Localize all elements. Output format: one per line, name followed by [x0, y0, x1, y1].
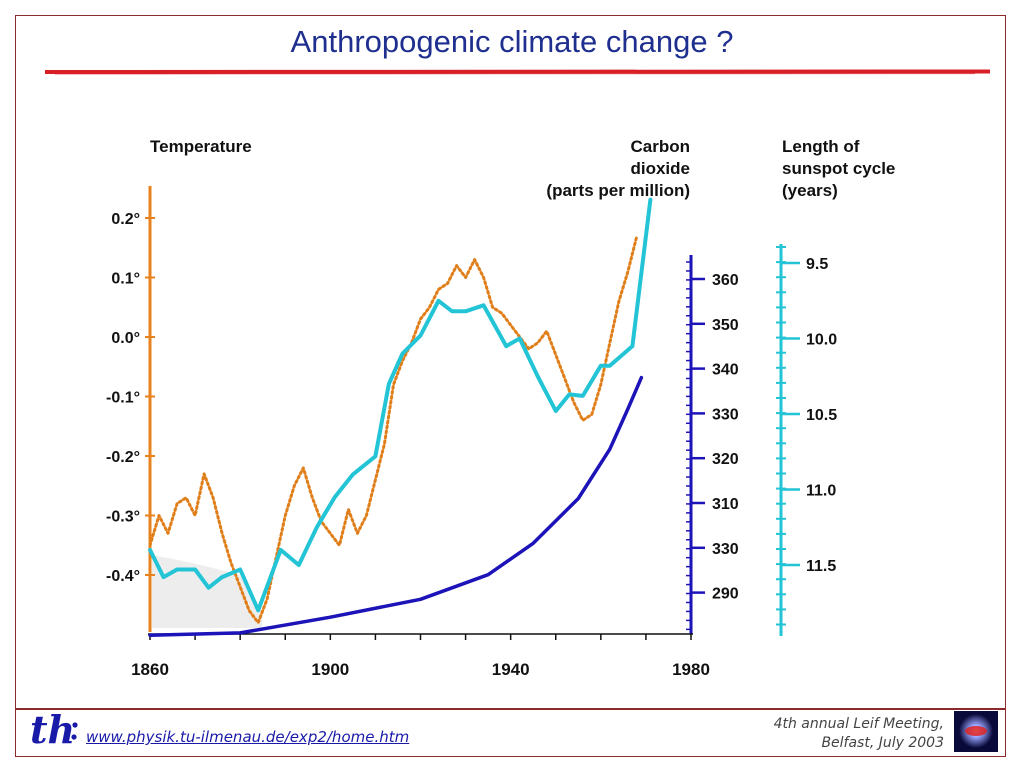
- temperature-tick-label: -0.2°: [106, 449, 140, 466]
- meeting-name: 4th annual Leif Meeting,: [773, 716, 944, 732]
- sunspot-series-line: [148, 197, 653, 613]
- sunspot-tick-label: 10.0: [806, 332, 837, 349]
- tu-ilmenau-logo-icon: th: [30, 707, 78, 751]
- sunspot-axis-title-line2: sunspot cycle: [782, 159, 895, 178]
- temperature-tick-label: -0.4°: [106, 568, 140, 585]
- co2-tick-label: 320: [712, 451, 739, 468]
- footer-divider: [15, 708, 1006, 710]
- temperature-axis-title: Temperature: [150, 137, 252, 156]
- x-tick-label: 1860: [131, 660, 169, 679]
- meeting-location-date: Belfast, July 2003: [821, 735, 944, 751]
- climate-chart: Temperature Carbon dioxide (parts per mi…: [106, 137, 895, 679]
- co2-tick-label: 340: [712, 362, 739, 379]
- sunspot-tick-label: 11.5: [806, 558, 836, 575]
- svg-text:th: th: [30, 707, 75, 751]
- co2-tick-label: 310: [712, 496, 739, 513]
- co2-tick-label: 350: [712, 317, 739, 334]
- temperature-series-line: [148, 234, 639, 625]
- temperature-tick-label: 0.0°: [111, 330, 140, 347]
- co2-tick-label: 330: [712, 541, 739, 558]
- sunspot-tick-label: 9.5: [806, 256, 828, 273]
- temperature-tick-label: 0.2°: [111, 211, 140, 228]
- slide-frame: [15, 15, 1006, 757]
- footer-meeting-info: 4th annual Leif Meeting, Belfast, July 2…: [774, 715, 944, 753]
- meeting-emblem-icon: [954, 711, 998, 752]
- co2-axis-title-line2: dioxide: [630, 159, 690, 178]
- temperature-tick-label: 0.1°: [111, 271, 140, 288]
- co2-tick-label: 290: [712, 586, 739, 603]
- x-tick-label: 1900: [311, 660, 349, 679]
- co2-series-line: [148, 375, 644, 637]
- x-tick-label: 1980: [672, 660, 710, 679]
- early-shaded-area: [152, 555, 262, 628]
- slide-title: Anthropogenic climate change ?: [290, 24, 734, 59]
- temperature-tick-label: -0.1°: [106, 390, 140, 407]
- footer-website-link[interactable]: www.physik.tu-ilmenau.de/exp2/home.htm: [86, 728, 410, 746]
- x-tick-label: 1940: [492, 660, 530, 679]
- co2-axis-title-line3: (parts per million): [546, 181, 690, 200]
- sunspot-axis-title-line3: (years): [782, 181, 838, 200]
- co2-tick-label: 360: [712, 272, 739, 289]
- title-underline: [45, 69, 990, 75]
- temperature-tick-label: -0.3°: [106, 509, 140, 526]
- co2-tick-label: 330: [712, 406, 739, 423]
- sunspot-tick-label: 10.5: [806, 407, 837, 424]
- sunspot-axis-title-line1: Length of: [782, 137, 860, 156]
- co2-axis-title-line1: Carbon: [631, 137, 691, 156]
- sunspot-tick-label: 11.0: [806, 483, 836, 500]
